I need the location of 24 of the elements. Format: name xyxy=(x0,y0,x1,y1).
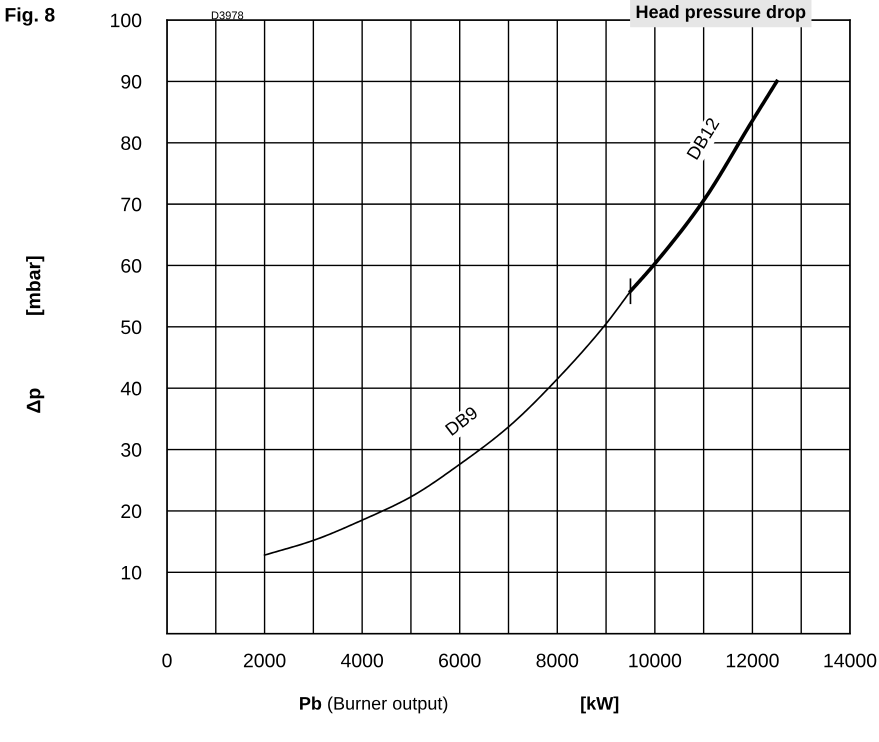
y-tick-label: 40 xyxy=(120,382,142,396)
y-tick-label: 50 xyxy=(121,320,142,334)
y-tick-label: 100 xyxy=(111,14,142,28)
chart-title: Head pressure drop xyxy=(636,4,806,22)
x-tick-label: 12000 xyxy=(726,654,779,668)
text: D3978 xyxy=(212,11,244,20)
x-tick-label: 8000 xyxy=(536,654,578,668)
y-tick-label: 10 xyxy=(122,566,142,580)
x-tick-label: 0 xyxy=(162,654,172,668)
caption: Fig. 8 xyxy=(6,7,55,26)
text: Pb (Burner output) [kW] xyxy=(300,696,618,714)
text: Δp [mbar] xyxy=(26,256,44,413)
y-tick-label: 60 xyxy=(121,258,142,273)
x-tick-label: 4000 xyxy=(340,654,384,668)
x-tick-label: 2000 xyxy=(244,654,286,668)
text: DB9 xyxy=(444,406,479,436)
y-tick-label: 20 xyxy=(121,504,142,518)
x-tick-label: 6000 xyxy=(439,654,481,668)
y-tick-label: 30 xyxy=(121,443,142,457)
y-tick-label: 70 xyxy=(121,198,142,212)
y-tick-label: 80 xyxy=(121,136,142,150)
y-tick-label: 90 xyxy=(121,74,142,89)
x-tick-label: 10000 xyxy=(629,654,682,668)
x-tick-label: 14000 xyxy=(824,654,876,668)
